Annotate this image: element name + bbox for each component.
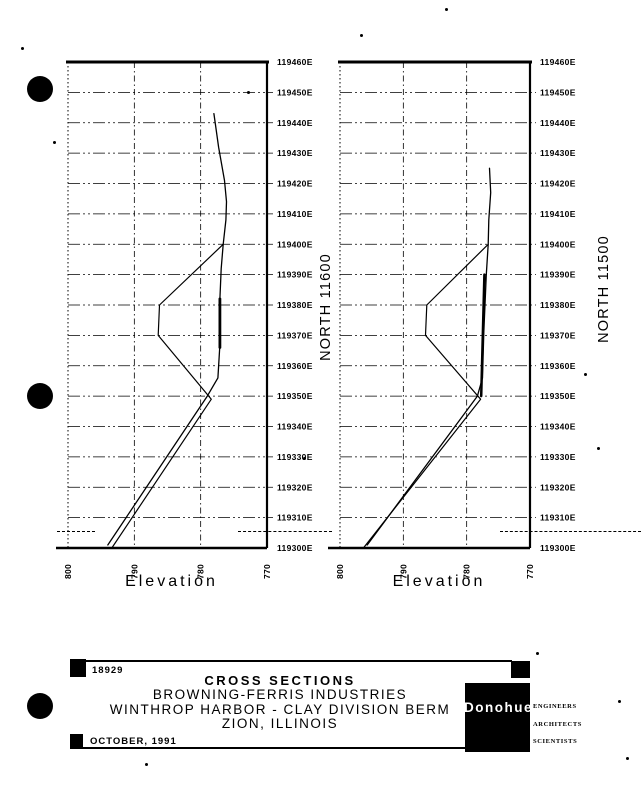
y-tick-label: 119410E (277, 209, 313, 219)
y-tick-label: 119420E (277, 179, 313, 189)
punch-hole (27, 383, 53, 409)
y-tick-label: 119320E (277, 482, 313, 492)
y-tick-label: 119410E (540, 209, 576, 219)
y-tick-label: 119430E (540, 148, 576, 158)
y-tick-label: 119390E (540, 270, 576, 280)
y-tick-label: 119370E (277, 330, 313, 340)
x-tick-label: 790 (129, 564, 139, 579)
punch-hole (27, 693, 53, 719)
corner-square (511, 661, 530, 678)
y-tick-label: 119440E (277, 118, 313, 128)
y-tick-label: 119320E (540, 482, 576, 492)
logo-tag-scientists: SCIENTISTS (533, 738, 578, 745)
title-block-text: CROSS SECTIONS BROWNING-FERRIS INDUSTRIE… (60, 673, 500, 732)
sheet-title: CROSS SECTIONS (204, 673, 356, 688)
series-proposed-berm (111, 243, 224, 549)
corner-square (70, 659, 86, 677)
x-tick-label: 800 (63, 564, 73, 579)
project-name: WINTHROP HARBOR - CLAY DIVISION BERM (109, 701, 451, 717)
y-tick-label: 119420E (540, 179, 576, 189)
project-city: ZION, ILLINOIS (221, 716, 339, 732)
y-tick-label: 119360E (540, 361, 576, 371)
y-tick-label: 119330E (540, 452, 576, 462)
y-tick-label: 119300E (540, 543, 576, 553)
y-tick-label: 119350E (277, 391, 313, 401)
x-axis-title: Elevation (393, 573, 486, 590)
y-tick-label: 119370E (540, 330, 576, 340)
x-tick-label: 790 (398, 564, 408, 579)
series-overlap-thick-segment (479, 273, 486, 398)
y-tick-label: 119350E (540, 391, 576, 401)
x-axis-title: Elevation (125, 573, 218, 590)
chart-north-11500: 119460E 119450E 119440E 119430E 119420E 11941… (328, 57, 612, 590)
y-tick-label: 119450E (540, 87, 576, 97)
y-tick-label: 119380E (277, 300, 313, 310)
y-tick-label: 119360E (277, 361, 313, 371)
y-tick-label: 119460E (540, 57, 576, 67)
y-tick-label: 119340E (540, 422, 576, 432)
series-existing-ground (366, 167, 492, 546)
corner-square (70, 734, 83, 748)
y-tick-label: 119390E (277, 270, 313, 280)
y-tick-label: 119340E (277, 422, 313, 432)
logo-tag-architects: ARCHITECTS (533, 721, 582, 728)
logo-tag-engineers: ENGINEERS (533, 703, 577, 710)
y-tick-label: 119450E (277, 87, 313, 97)
x-tick-label: 800 (335, 564, 345, 579)
y-tick-label: 119400E (277, 239, 313, 249)
section-label: NORTH 11500 (596, 235, 612, 343)
y-tick-label: 119400E (540, 239, 576, 249)
date-label: OCTOBER, 1991 (90, 736, 177, 747)
y-tick-label: 119300E (277, 543, 313, 553)
donohue-logo-text: Donohue (464, 700, 533, 715)
y-tick-label: 119310E (540, 513, 576, 523)
section-label: NORTH 11600 (318, 253, 334, 361)
title-block-top-rule (70, 660, 512, 662)
donohue-logo-box (465, 683, 530, 752)
series-proposed-berm (362, 243, 489, 549)
y-tick-label: 119460E (277, 57, 313, 67)
project-number: 18929 (92, 665, 124, 676)
series-existing-ground (107, 112, 228, 546)
chart-north-11600: 119460E 119450E 119440E 119430E 119420E 11941… (56, 57, 334, 590)
x-tick-label: 770 (525, 564, 535, 579)
x-tick-label: 780 (462, 564, 472, 579)
y-tick-label: 119330E (277, 452, 313, 462)
y-tick-label: 119430E (277, 148, 313, 158)
punch-hole (27, 76, 53, 102)
title-block-bottom-rule (70, 747, 512, 749)
y-tick-label: 119380E (540, 300, 576, 310)
y-tick-label: 119440E (540, 118, 576, 128)
x-tick-label: 770 (262, 564, 272, 579)
y-tick-label: 119310E (277, 513, 313, 523)
x-tick-label: 780 (196, 564, 206, 579)
client-name: BROWNING-FERRIS INDUSTRIES (152, 687, 408, 703)
